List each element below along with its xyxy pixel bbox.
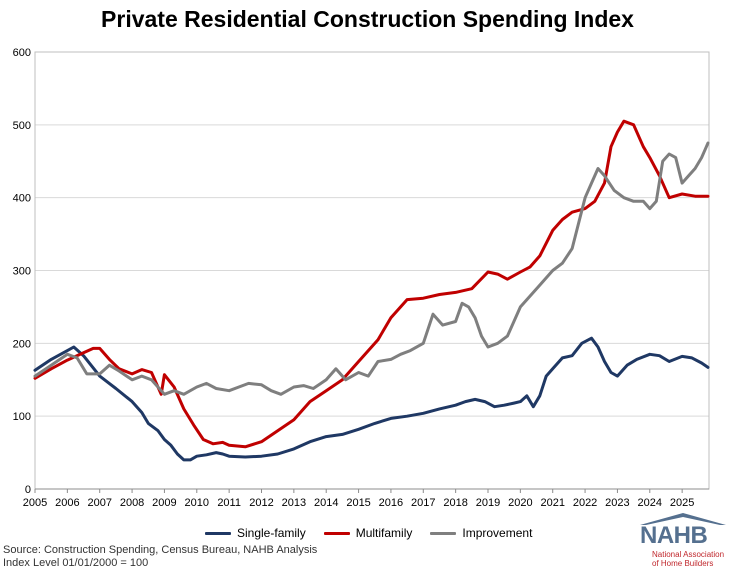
legend-label-single-family: Single-family: [237, 526, 306, 540]
chart-title: Private Residential Construction Spendin…: [101, 6, 634, 32]
x-tick-label: 2022: [573, 497, 597, 509]
nahb-logo: NAHB National Association of Home Builde…: [636, 512, 731, 574]
x-tick-label: 2023: [605, 497, 629, 509]
source-line: Source: Construction Spending, Census Bu…: [3, 544, 318, 556]
x-tick-label: 2016: [379, 497, 403, 509]
legend-label-multifamily: Multifamily: [355, 526, 413, 540]
x-tick-label: 2025: [670, 497, 694, 509]
legend-item-single-family: Single-family: [205, 526, 306, 540]
x-tick-label: 2014: [314, 497, 338, 509]
y-tick-label: 200: [13, 338, 31, 350]
legend-swatch-single-family: [205, 531, 231, 535]
x-tick-label: 2013: [282, 497, 306, 509]
y-axis-ticks: 0 100 200 300 400 500 600: [13, 47, 31, 496]
y-tick-label: 300: [13, 266, 31, 278]
series-line-improvement: [33, 141, 710, 396]
x-tick-label: 2006: [55, 497, 79, 509]
y-tick-label: 100: [13, 411, 31, 423]
legend-item-improvement: Improvement: [430, 526, 532, 540]
x-tick-label: 2021: [540, 497, 564, 509]
legend-item-multifamily: Multifamily: [323, 526, 413, 540]
x-tick-label: 2015: [346, 497, 370, 509]
series-line-multifamily: [33, 119, 710, 449]
logo-subtitle-line-1: National Association: [652, 550, 725, 559]
logo-subtitle-line-2: of Home Builders: [652, 559, 714, 568]
legend-label-improvement: Improvement: [462, 526, 533, 540]
x-tick-label: 2017: [411, 497, 435, 509]
x-tick-label: 2010: [185, 497, 209, 509]
x-tick-label: 2018: [443, 497, 467, 509]
gridlines: [35, 51, 709, 417]
house-roof-icon: [640, 513, 726, 525]
x-tick-label: 2012: [249, 497, 273, 509]
line-chart: 0 100 200 300 400 500 600 2005 2006 2007 2008 2009…: [13, 47, 710, 509]
legend: Single-family Multifamily Improvement: [205, 524, 550, 542]
y-tick-label: 0: [25, 484, 31, 496]
source-note: Source: Construction Spending, Census Bu…: [3, 544, 317, 570]
axes: [34, 51, 710, 490]
x-tick-label: 2007: [87, 497, 111, 509]
x-tick-label: 2008: [120, 497, 144, 509]
x-tick-label: 2019: [476, 497, 500, 509]
y-tick-label: 400: [13, 193, 31, 205]
legend-swatch-improvement: [430, 531, 457, 535]
y-tick-label: 600: [13, 47, 31, 59]
logo-wordmark: NAHB: [640, 522, 708, 549]
x-tick-label: 2011: [217, 497, 241, 509]
series-lines: [33, 119, 710, 462]
y-tick-label: 500: [13, 120, 31, 132]
logo-subtitle: National Association of Home Builders: [652, 550, 724, 568]
x-tick-label: 2024: [638, 497, 662, 509]
x-tick-label: 2009: [152, 497, 176, 509]
x-axis-ticks: 2005 2006 2007 2008 2009 2010 2011 2012 2013 2014…: [23, 489, 694, 509]
legend-swatch-multifamily: [323, 531, 350, 535]
x-tick-label: 2020: [508, 497, 532, 509]
series-line-single-family: [33, 336, 710, 462]
index-note-line: Index Level 01/01/2000 = 100: [3, 557, 149, 569]
x-tick-label: 2005: [23, 497, 47, 509]
